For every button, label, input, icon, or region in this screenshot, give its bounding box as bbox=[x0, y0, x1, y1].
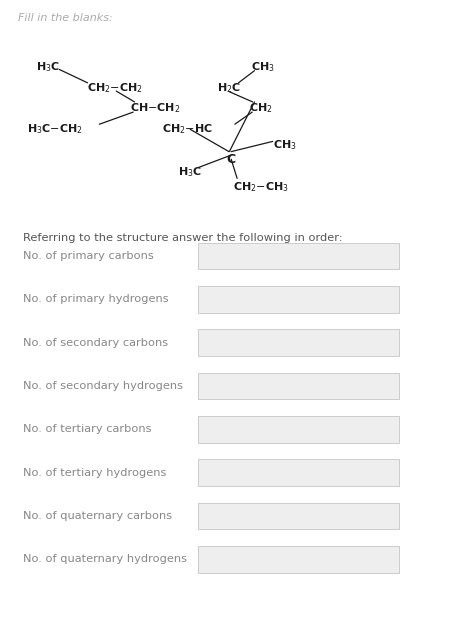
FancyBboxPatch shape bbox=[198, 329, 398, 356]
Text: No. of tertiary carbons: No. of tertiary carbons bbox=[23, 424, 151, 434]
Text: CH$_2$: CH$_2$ bbox=[248, 101, 272, 115]
Text: No. of tertiary hydrogens: No. of tertiary hydrogens bbox=[23, 468, 166, 478]
Text: Fill in the blanks:: Fill in the blanks: bbox=[18, 13, 113, 23]
Text: No. of secondary hydrogens: No. of secondary hydrogens bbox=[23, 381, 182, 391]
Text: No. of primary carbons: No. of primary carbons bbox=[23, 251, 153, 261]
Text: No. of primary hydrogens: No. of primary hydrogens bbox=[23, 294, 168, 304]
Text: H$_3$C: H$_3$C bbox=[177, 165, 202, 179]
Text: C: C bbox=[226, 154, 235, 166]
Text: CH$_2$$-$CH$_2$: CH$_2$$-$CH$_2$ bbox=[86, 81, 142, 95]
Text: CH$_2$$-$CH$_3$: CH$_2$$-$CH$_3$ bbox=[232, 180, 288, 194]
FancyBboxPatch shape bbox=[198, 503, 398, 529]
Text: CH$_2$$-$HC: CH$_2$$-$HC bbox=[162, 122, 212, 136]
Text: H$_3$C$-$CH$_2$: H$_3$C$-$CH$_2$ bbox=[27, 122, 83, 136]
FancyBboxPatch shape bbox=[198, 286, 398, 313]
Text: No. of secondary carbons: No. of secondary carbons bbox=[23, 338, 167, 348]
Text: No. of quaternary carbons: No. of quaternary carbons bbox=[23, 511, 172, 521]
Text: Referring to the structure answer the following in order:: Referring to the structure answer the fo… bbox=[23, 233, 342, 243]
FancyBboxPatch shape bbox=[198, 459, 398, 486]
Text: CH$_3$: CH$_3$ bbox=[250, 60, 274, 74]
FancyBboxPatch shape bbox=[198, 416, 398, 443]
FancyBboxPatch shape bbox=[198, 373, 398, 399]
Text: H$_2$C: H$_2$C bbox=[216, 81, 240, 95]
Text: CH$-$CH$_2$: CH$-$CH$_2$ bbox=[130, 101, 180, 115]
Text: No. of quaternary hydrogens: No. of quaternary hydrogens bbox=[23, 554, 187, 564]
FancyBboxPatch shape bbox=[198, 243, 398, 269]
Text: H$_3$C: H$_3$C bbox=[36, 60, 61, 74]
Text: CH$_3$: CH$_3$ bbox=[272, 138, 296, 152]
FancyBboxPatch shape bbox=[198, 546, 398, 573]
